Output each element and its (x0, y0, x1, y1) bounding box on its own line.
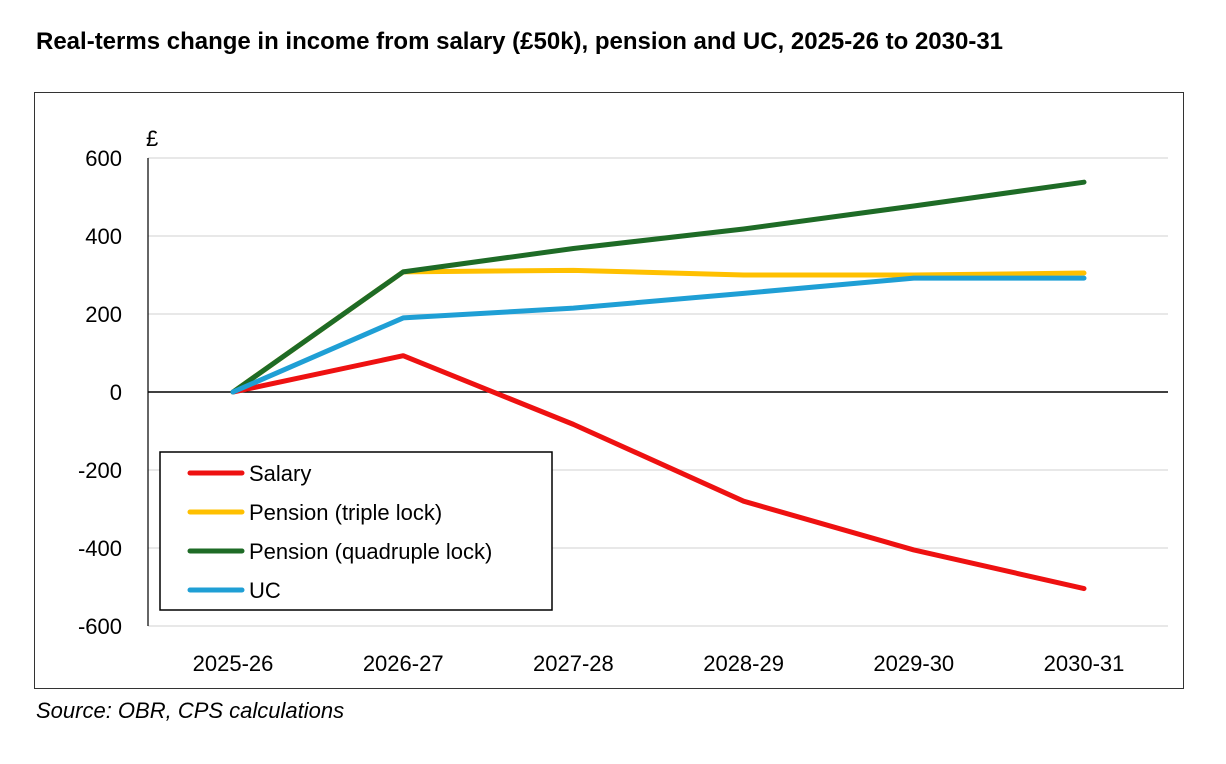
x-tick-label: 2029-30 (873, 651, 954, 676)
y-tick-label: -600 (78, 614, 122, 639)
y-tick-label: -400 (78, 536, 122, 561)
y-tick-label: 0 (110, 380, 122, 405)
legend-label: UC (249, 578, 281, 603)
x-tick-label: 2025-26 (193, 651, 274, 676)
x-tick-label: 2028-29 (703, 651, 784, 676)
series-line-pension-quadruple-lock (230, 179, 1087, 395)
legend-box (159, 451, 553, 611)
y-tick-label: 400 (85, 224, 122, 249)
series-line-uc (230, 275, 1087, 395)
y-axis-unit-label: £ (146, 126, 158, 151)
x-tick-label: 2030-31 (1044, 651, 1125, 676)
chart-frame (34, 92, 1184, 689)
series-line-pension-triple-lock (230, 267, 1087, 395)
legend-label: Pension (quadruple lock) (249, 539, 492, 564)
source-note: Source: OBR, CPS calculations (36, 698, 345, 723)
series-line-salary (230, 353, 1087, 592)
legend: Salary Pension (triple lock) Pension (quad… (159, 451, 553, 611)
chart-title: Real-terms change in income from salary … (36, 28, 1004, 55)
series-lines (230, 179, 1087, 592)
legend-label: Pension (triple lock) (249, 500, 442, 525)
x-tick-label: 2027-28 (533, 651, 614, 676)
y-tick-label: 600 (85, 146, 122, 171)
axes: 600 400 200 0 -200 -400 -600 £2025-26 2026-27 202… (78, 126, 1168, 676)
y-tick-label: 200 (85, 302, 122, 327)
y-tick-label: -200 (78, 458, 122, 483)
x-tick-label: 2026-27 (363, 651, 444, 676)
legend-label: Salary (249, 461, 311, 486)
